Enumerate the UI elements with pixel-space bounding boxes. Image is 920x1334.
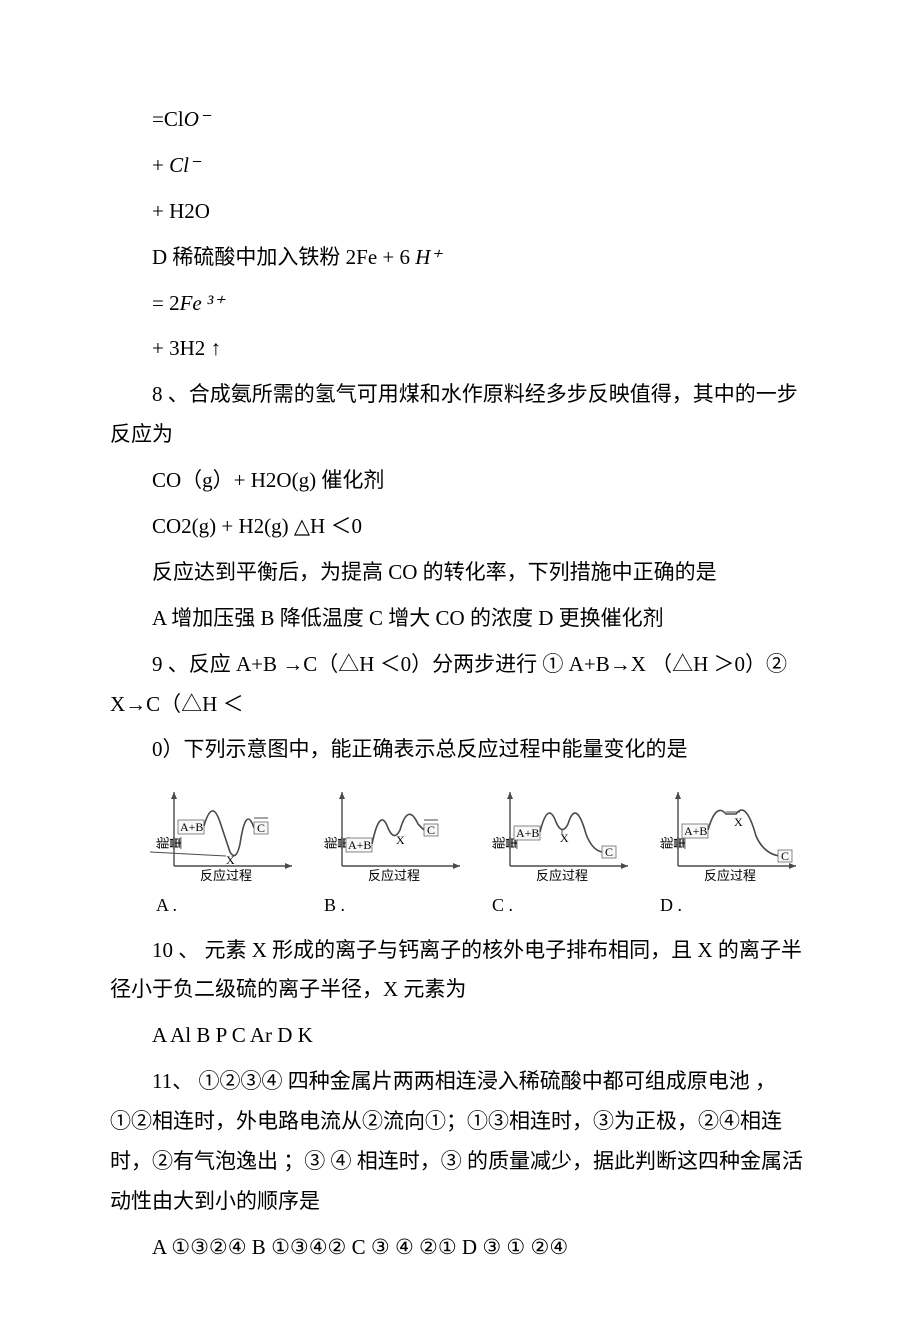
- eq-italic: Cl⁻: [169, 153, 200, 177]
- label-ab: A+B: [684, 824, 707, 838]
- label-x: X: [560, 831, 569, 845]
- text: CO（g）+ H2O(g) 催化剂: [152, 468, 384, 492]
- label-x: X: [734, 815, 743, 829]
- diagram-label-d: D .: [660, 888, 682, 922]
- equation-line-5: = 2Fe ³⁺: [110, 284, 810, 324]
- eq-text: +: [152, 153, 169, 177]
- diagram-label-b: B .: [324, 888, 345, 922]
- q11-options: A ①③②④ B ①③④② C ③ ④ ②① D ③ ① ②④: [110, 1228, 810, 1268]
- text: A Al B P C Ar D K: [152, 1023, 313, 1047]
- xlabel: 反应过程: [368, 868, 420, 883]
- diagram-c: 能量 A+B X C 反应过程 C .: [486, 784, 636, 922]
- diagram-label-a: A .: [156, 888, 177, 922]
- text: CO2(g) + H2(g) △H ＜0: [152, 514, 362, 538]
- eq-italic: Fe ³⁺: [180, 291, 225, 315]
- label-c: C: [427, 823, 435, 837]
- diagram-b: 能量 A+B X C 反应过程 B .: [318, 784, 468, 922]
- diagram-a: 能量 A+B X C 反应过程 A .: [150, 784, 300, 922]
- xlabel: 反应过程: [536, 868, 588, 883]
- text: 9 、反应 A+B →C（△H ＜0）分两步进行 ① A+B→X （△H ＞0）…: [110, 652, 787, 716]
- eq-text: D 稀硫酸中加入铁粉 2Fe + 6: [152, 245, 415, 269]
- eq-text: + H2O: [152, 199, 210, 223]
- diagram-label-c: C .: [492, 888, 513, 922]
- text: 0）下列示意图中，能正确表示总反应过程中能量变化的是: [152, 737, 688, 761]
- text: 10 、 元素 X 形成的离子与钙离子的核外电子排布相同，且 X 的离子半径小于…: [110, 938, 802, 1002]
- diagram-d: 能量 A+B X C 反应过程 D .: [654, 784, 804, 922]
- text: 11、 ①②③④ 四种金属片两两相连浸入稀硫酸中都可组成原电池 ，①②相连时，外…: [110, 1069, 803, 1213]
- q11-stem: 11、 ①②③④ 四种金属片两两相连浸入稀硫酸中都可组成原电池 ，①②相连时，外…: [110, 1062, 810, 1222]
- xlabel: 反应过程: [704, 868, 756, 883]
- text: A 增加压强 B 降低温度 C 增大 CO 的浓度 D 更换催化剂: [152, 606, 664, 630]
- diagram-a-svg: 能量 A+B X C 反应过程: [150, 784, 300, 884]
- label-ab: A+B: [348, 838, 371, 852]
- label-ab: A+B: [180, 820, 203, 834]
- text: 反应达到平衡后，为提高 CO 的转化率，下列措施中正确的是: [152, 560, 717, 584]
- ylabel: 能量: [156, 837, 182, 852]
- equation-line-6: + 3H2 ↑: [110, 329, 810, 369]
- q8-eq1: CO（g）+ H2O(g) 催化剂: [110, 461, 810, 501]
- label-c: C: [781, 849, 789, 863]
- eq-text: =Cl: [152, 107, 184, 131]
- q9-stem-a: 9 、反应 A+B →C（△H ＜0）分两步进行 ① A+B→X （△H ＞0）…: [110, 645, 810, 725]
- label-ab: A+B: [516, 826, 539, 840]
- xlabel: 反应过程: [200, 868, 252, 883]
- eq-italic: H⁺: [415, 245, 441, 269]
- q10-stem: 10 、 元素 X 形成的离子与钙离子的核外电子排布相同，且 X 的离子半径小于…: [110, 931, 810, 1011]
- q8-stem: 8 、合成氨所需的氢气可用煤和水作原料经多步反映值得，其中的一步反应为: [110, 375, 810, 455]
- q8-prompt: 反应达到平衡后，为提高 CO 的转化率，下列措施中正确的是: [110, 553, 810, 593]
- equation-line-3: + H2O: [110, 192, 810, 232]
- q9-stem-b: 0）下列示意图中，能正确表示总反应过程中能量变化的是: [110, 730, 810, 770]
- diagram-b-svg: 能量 A+B X C 反应过程: [318, 784, 468, 884]
- eq-text: = 2: [152, 291, 180, 315]
- equation-line-4: D 稀硫酸中加入铁粉 2Fe + 6 H⁺: [110, 238, 810, 278]
- label-x: X: [226, 853, 235, 867]
- diagram-c-svg: 能量 A+B X C 反应过程: [486, 784, 636, 884]
- q8-eq2: CO2(g) + H2(g) △H ＜0: [110, 507, 810, 547]
- label-c: C: [257, 821, 265, 835]
- label-x: X: [396, 833, 405, 847]
- text: A ①③②④ B ①③④② C ③ ④ ②① D ③ ① ②④: [152, 1235, 568, 1259]
- equation-line-2: + Cl⁻: [110, 146, 810, 186]
- text: 8 、合成氨所需的氢气可用煤和水作原料经多步反映值得，其中的一步反应为: [110, 382, 798, 446]
- eq-text: + 3H2 ↑: [152, 336, 221, 360]
- q8-options: A 增加压强 B 降低温度 C 增大 CO 的浓度 D 更换催化剂: [110, 599, 810, 639]
- ylabel: 能量: [660, 837, 686, 852]
- q10-options: A Al B P C Ar D K: [110, 1016, 810, 1056]
- label-c: C: [605, 845, 613, 859]
- energy-diagrams-row: 能量 A+B X C 反应过程 A . 能量 A+B X C: [150, 784, 810, 922]
- eq-sup: O⁻: [184, 107, 210, 131]
- diagram-d-svg: 能量 A+B X C 反应过程: [654, 784, 804, 884]
- equation-line-1: =ClO⁻: [110, 100, 810, 140]
